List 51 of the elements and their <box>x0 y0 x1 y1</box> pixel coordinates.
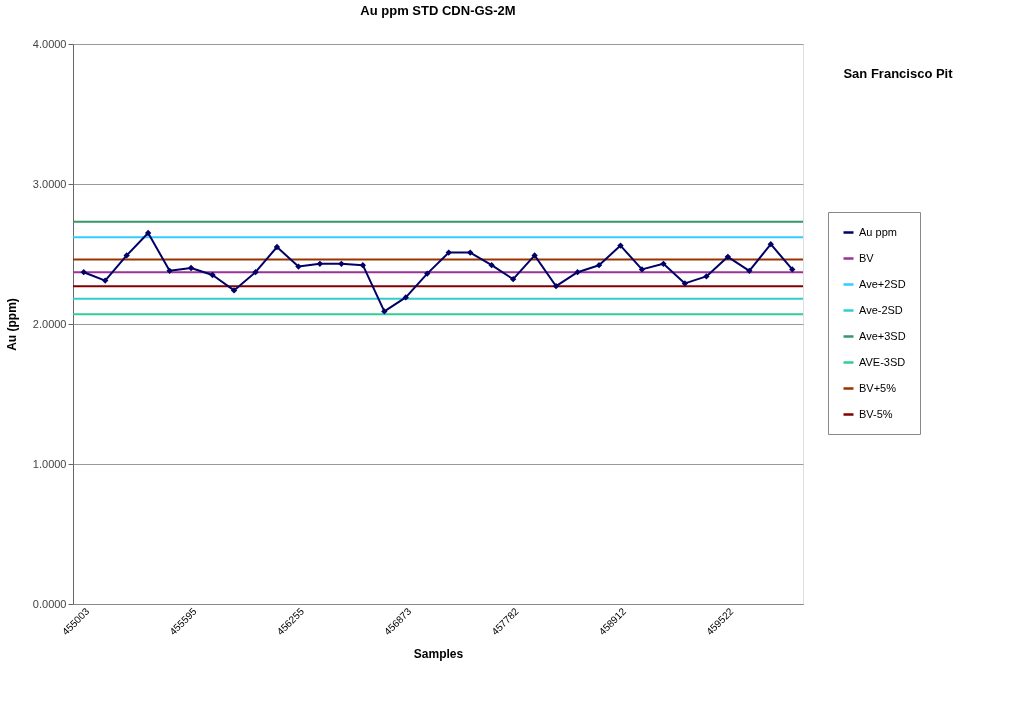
point <box>123 252 130 259</box>
point <box>295 263 302 270</box>
point <box>703 273 710 280</box>
legend-label: BV <box>859 251 875 264</box>
y-tick-label: 0.0000 <box>32 597 67 610</box>
legend-label: Ave+3SD <box>859 329 906 342</box>
legend-label: Au ppm <box>859 225 897 238</box>
point <box>467 249 474 256</box>
point <box>574 269 581 276</box>
x-axis-title: Samples <box>413 647 464 662</box>
point <box>359 262 367 269</box>
point <box>552 283 560 290</box>
y-tick-label: 2.0000 <box>32 317 67 330</box>
point <box>488 262 495 269</box>
point <box>230 287 238 294</box>
point <box>209 271 216 279</box>
y-tick-label: 4.0000 <box>32 37 67 50</box>
point <box>273 243 281 251</box>
point <box>381 308 388 315</box>
point <box>424 270 431 277</box>
legend-label: BV+5% <box>859 381 897 394</box>
chart-title: Au ppm STD CDN-GS-2M <box>360 3 516 18</box>
point <box>767 241 774 248</box>
point <box>595 262 603 269</box>
legend-label: Ave+2SD <box>859 277 906 290</box>
point <box>80 269 87 276</box>
y-tick-label: 3.0000 <box>32 177 67 190</box>
point <box>402 294 409 301</box>
legend-label: Ave-2SD <box>859 303 903 316</box>
point <box>166 267 173 274</box>
legend-label: BV-5% <box>859 407 893 420</box>
point <box>338 260 345 267</box>
point <box>724 253 732 260</box>
point <box>144 229 152 237</box>
point <box>660 260 667 267</box>
y-axis-title: Au (ppm) <box>4 298 19 351</box>
point <box>316 260 324 267</box>
point <box>681 280 689 287</box>
point <box>531 252 538 259</box>
point <box>509 276 517 283</box>
point <box>102 277 109 284</box>
y-tick-label: 1.0000 <box>32 457 67 470</box>
point <box>445 249 452 256</box>
text: San Francisco Pit <box>843 66 954 81</box>
point <box>638 266 646 273</box>
point <box>252 269 259 276</box>
legend-label: AVE-3SD <box>859 355 906 368</box>
point <box>617 242 624 249</box>
point <box>789 266 796 273</box>
point <box>187 264 195 272</box>
point <box>746 267 753 274</box>
